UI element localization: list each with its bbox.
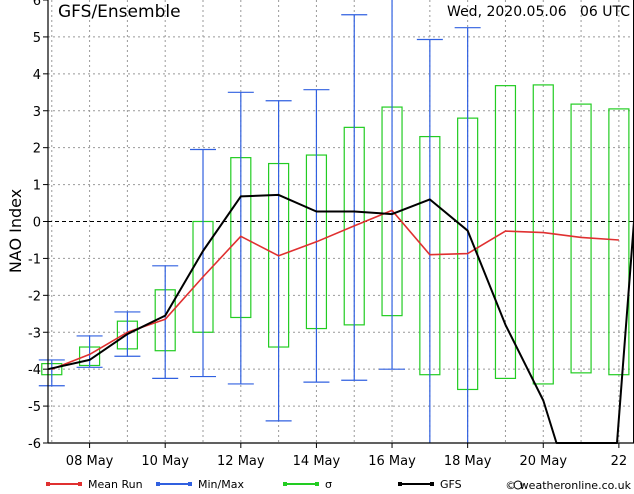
legend-marker-left — [46, 482, 50, 486]
y-tick-label: -3 — [28, 326, 41, 341]
x-tick-label: 08 May — [66, 454, 114, 469]
x-tick-label: 14 May — [293, 454, 341, 469]
y-tick-label: 5 — [33, 31, 41, 46]
legend-marker-right — [188, 482, 192, 486]
sigma-box — [608, 108, 630, 376]
run-time-label: Wed, 2020.05.06 06 UTC — [447, 4, 630, 20]
legend-marker-right — [78, 482, 82, 486]
legend-marker-left — [398, 482, 402, 486]
x-tick-label: 22 — [611, 454, 628, 469]
x-tick-label: 18 May — [444, 454, 492, 469]
y-axis-label: NAO Index — [6, 189, 25, 273]
y-tick-label: -2 — [28, 289, 41, 304]
x-tick-label: 12 May — [217, 454, 265, 469]
y-tick-label: 0 — [33, 216, 41, 231]
legend-label: Mean Run — [88, 478, 143, 490]
y-tick-label: 4 — [33, 68, 41, 83]
y-tick-label: 3 — [33, 105, 41, 120]
y-tick-label: -1 — [28, 252, 41, 267]
y-tick-label: 6 — [33, 0, 41, 9]
y-tick-label: 2 — [33, 142, 41, 157]
y-tick-label: -4 — [28, 363, 41, 378]
legend-label: Min/Max — [198, 478, 244, 490]
plot-area — [48, 0, 634, 443]
legend: Mean Run Min/Max σ GFS — [46, 478, 462, 491]
legend-label: GFS — [440, 478, 462, 490]
x-tick-label: 20 May — [519, 454, 567, 469]
legend-marker-left — [156, 482, 160, 486]
minmax-whisker-layer — [38, 0, 481, 443]
chart-title: GFS/Ensemble — [58, 2, 181, 22]
y-tick-label: -5 — [28, 400, 41, 415]
legend-label: σ — [325, 478, 332, 490]
x-tick-labels: 08 May 10 May 12 May 14 May 16 May 18 May 20 M… — [66, 443, 627, 469]
credit-text: © weatheronline.co.uk — [505, 479, 631, 490]
y-tick-labels: -6 -5 -4 -3 -2 -1 0 1 2 3 4 5 6 — [28, 0, 48, 452]
copyright-icon — [513, 480, 523, 490]
x-tick-label: 10 May — [141, 454, 189, 469]
legend-marker-right — [315, 482, 319, 486]
y-tick-label: 1 — [33, 179, 41, 194]
credit: © weatheronline.co.uk — [505, 479, 631, 492]
legend-marker-left — [283, 482, 287, 486]
x-tick-label: 16 May — [368, 454, 416, 469]
y-tick-label: -6 — [28, 437, 41, 452]
legend-marker-right — [430, 482, 434, 486]
